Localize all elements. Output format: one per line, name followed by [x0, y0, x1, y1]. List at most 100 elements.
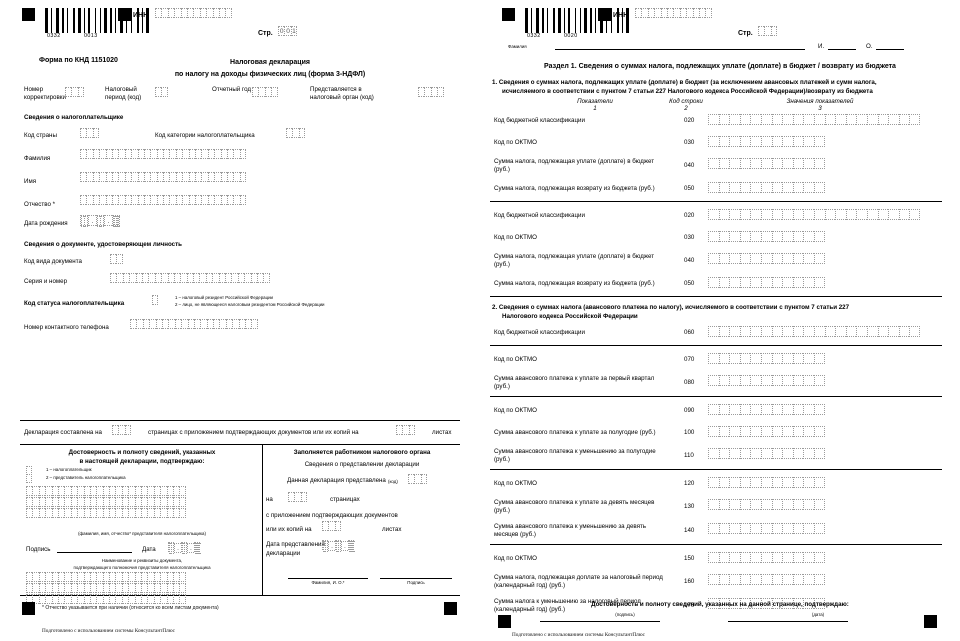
cell[interactable]	[225, 319, 233, 329]
cell[interactable]	[245, 319, 252, 329]
cell[interactable]	[771, 598, 783, 609]
cell[interactable]	[770, 26, 778, 36]
cell[interactable]	[182, 149, 189, 159]
cell[interactable]	[197, 543, 200, 554]
cell[interactable]	[180, 273, 187, 283]
cell[interactable]	[705, 8, 712, 18]
cell[interactable]	[214, 195, 221, 205]
cell[interactable]	[163, 149, 170, 159]
cell[interactable]	[134, 572, 142, 582]
officer-copies-input[interactable]	[322, 521, 342, 532]
cell[interactable]	[179, 583, 186, 593]
cell[interactable]	[105, 195, 112, 205]
cell[interactable]	[137, 195, 144, 205]
cell[interactable]	[118, 195, 125, 205]
cell[interactable]	[708, 209, 719, 220]
cell[interactable]	[196, 543, 198, 554]
cell[interactable]	[142, 319, 150, 329]
cell[interactable]	[199, 273, 206, 283]
cell[interactable]	[153, 572, 161, 582]
cell[interactable]	[729, 326, 740, 337]
row-value-input[interactable]	[708, 253, 825, 264]
cell[interactable]	[729, 114, 740, 125]
cell[interactable]	[89, 583, 97, 593]
cell[interactable]	[212, 273, 219, 283]
cell[interactable]	[161, 273, 168, 283]
cell[interactable]	[322, 521, 329, 531]
cell[interactable]	[57, 583, 65, 593]
status-code-input[interactable]	[152, 295, 159, 306]
cell[interactable]	[263, 273, 270, 283]
cell[interactable]	[792, 158, 804, 169]
cell[interactable]	[750, 253, 761, 264]
cell[interactable]	[148, 273, 155, 283]
cell[interactable]	[77, 508, 84, 518]
cell[interactable]	[166, 497, 173, 507]
cell[interactable]	[141, 583, 148, 593]
cell[interactable]	[792, 552, 804, 563]
cell[interactable]	[782, 598, 793, 609]
cell[interactable]	[739, 158, 751, 169]
cell[interactable]	[70, 486, 78, 496]
cell[interactable]	[175, 195, 183, 205]
row-value-input[interactable]	[708, 182, 825, 193]
cell[interactable]	[739, 326, 751, 337]
cell[interactable]	[782, 477, 793, 488]
cell[interactable]	[708, 404, 719, 415]
cell[interactable]	[195, 172, 202, 182]
cell[interactable]	[116, 254, 123, 264]
cell[interactable]	[418, 87, 425, 97]
cell[interactable]	[739, 404, 751, 415]
cell[interactable]	[437, 87, 444, 97]
cell[interactable]	[782, 182, 793, 193]
cell[interactable]	[160, 486, 167, 496]
cell[interactable]	[750, 158, 761, 169]
submit-date-input[interactable]: ..	[322, 540, 354, 552]
cell[interactable]	[750, 574, 761, 585]
cell[interactable]	[408, 425, 416, 435]
cell[interactable]	[64, 486, 71, 496]
cell[interactable]	[739, 375, 751, 386]
cell[interactable]	[258, 87, 265, 97]
cell[interactable]	[824, 114, 836, 125]
cell[interactable]	[121, 486, 129, 496]
signature-line[interactable]	[57, 552, 132, 553]
cell[interactable]	[824, 209, 836, 220]
cell[interactable]	[877, 209, 889, 220]
cell[interactable]	[92, 195, 100, 205]
cell[interactable]	[111, 149, 119, 159]
cell[interactable]	[124, 149, 132, 159]
cell[interactable]	[298, 128, 306, 138]
cell[interactable]	[718, 448, 730, 459]
cell[interactable]	[792, 477, 804, 488]
cell[interactable]	[64, 508, 71, 518]
cell[interactable]	[771, 574, 783, 585]
representative-name-row[interactable]	[26, 497, 186, 508]
cell[interactable]	[909, 114, 920, 125]
cell[interactable]	[750, 209, 761, 220]
row-value-input[interactable]	[708, 448, 825, 459]
cell[interactable]	[750, 598, 761, 609]
cell[interactable]	[708, 523, 719, 534]
row-value-input[interactable]	[708, 231, 825, 242]
row-value-input[interactable]	[708, 574, 825, 585]
cell[interactable]	[251, 319, 258, 329]
cell[interactable]	[26, 572, 33, 582]
cell[interactable]	[803, 375, 814, 386]
cell[interactable]	[99, 149, 106, 159]
officer-signature-line[interactable]	[380, 578, 452, 579]
cell[interactable]	[51, 583, 58, 593]
cell[interactable]	[782, 499, 793, 510]
cell[interactable]	[739, 448, 751, 459]
cell[interactable]	[179, 486, 186, 496]
cell[interactable]	[782, 253, 793, 264]
cell[interactable]	[102, 486, 110, 496]
cell[interactable]	[205, 273, 213, 283]
cell[interactable]	[708, 158, 719, 169]
cell[interactable]	[760, 523, 772, 534]
cell[interactable]	[169, 149, 176, 159]
cell[interactable]	[898, 209, 910, 220]
cell[interactable]	[38, 497, 46, 507]
cell[interactable]	[708, 114, 719, 125]
cell[interactable]	[692, 8, 699, 18]
